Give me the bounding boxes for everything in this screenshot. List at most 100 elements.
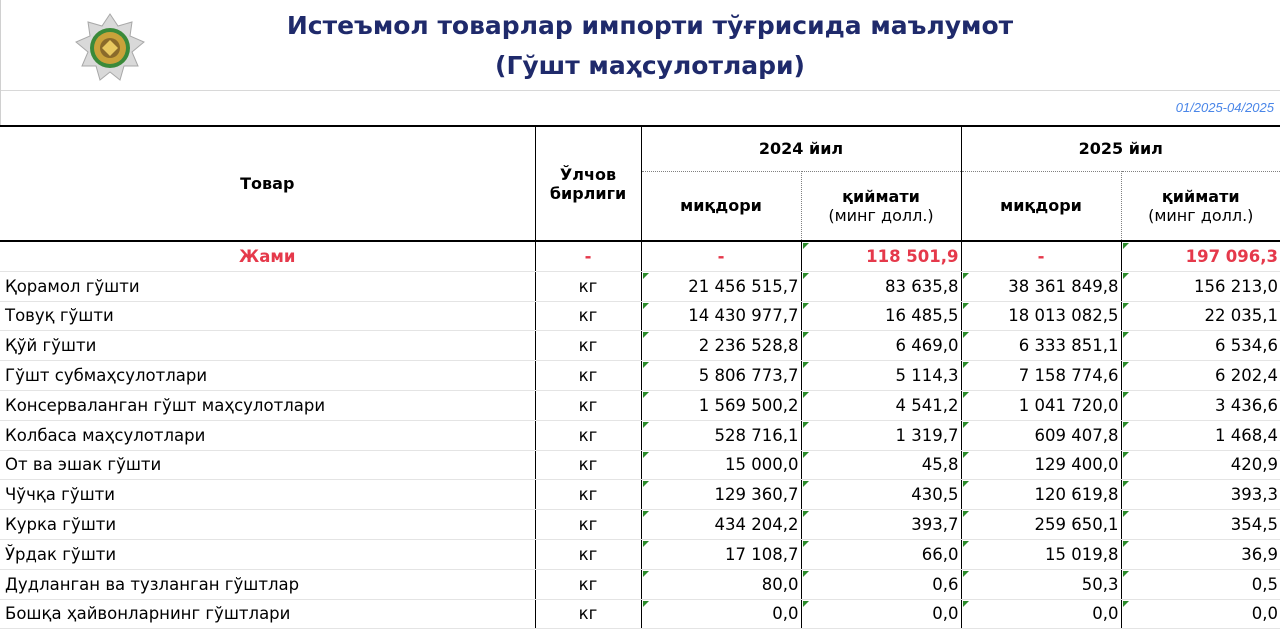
total-v2024: 118 501,9 xyxy=(801,241,961,271)
row-qty-2024: 1 569 500,2 xyxy=(641,390,801,420)
row-qty-2024: 14 430 977,7 xyxy=(641,301,801,331)
row-value-2024: 430,5 xyxy=(801,480,961,510)
page-subtitle: (Гўшт маҳсулотлари) xyxy=(200,51,1100,80)
total-q2025: - xyxy=(961,241,1121,271)
row-unit: кг xyxy=(535,361,641,391)
row-qty-2025: 0,0 xyxy=(961,599,1121,629)
header-unit: Ўлчов бирлиги xyxy=(535,126,641,241)
row-value-2024: 5 114,3 xyxy=(801,361,961,391)
header-value-2024: қиймати (минг долл.) xyxy=(801,171,961,241)
row-value-2025: 22 035,1 xyxy=(1121,301,1280,331)
row-value-2025: 420,9 xyxy=(1121,450,1280,480)
row-unit: кг xyxy=(535,301,641,331)
header-unit-line1: Ўлчов xyxy=(536,165,641,184)
row-qty-2024: 2 236 528,8 xyxy=(641,331,801,361)
row-unit: кг xyxy=(535,480,641,510)
row-qty-2025: 38 361 849,8 xyxy=(961,271,1121,301)
page-title: Истеъмол товарлар импорти тўғрисида маъл… xyxy=(200,11,1100,40)
row-qty-2025: 6 333 851,1 xyxy=(961,331,1121,361)
total-row: Жами - - 118 501,9 - 197 096,3 xyxy=(0,241,1280,271)
row-qty-2024: 0,0 xyxy=(641,599,801,629)
row-name: Товуқ гўшти xyxy=(0,301,535,331)
row-value-2025: 0,5 xyxy=(1121,569,1280,599)
row-qty-2024: 80,0 xyxy=(641,569,801,599)
row-value-2024: 393,7 xyxy=(801,510,961,540)
row-unit: кг xyxy=(535,331,641,361)
row-unit: кг xyxy=(535,510,641,540)
row-name: Қорамол гўшти xyxy=(0,271,535,301)
row-value-2024: 66,0 xyxy=(801,539,961,569)
period-label: 01/2025-04/2025 xyxy=(1176,100,1274,115)
row-qty-2025: 50,3 xyxy=(961,569,1121,599)
row-name: Гўшт субмаҳсулотлари xyxy=(0,361,535,391)
row-name: Дудланган ва тузланган гўштлар xyxy=(0,569,535,599)
row-value-2024: 45,8 xyxy=(801,450,961,480)
row-qty-2025: 18 013 082,5 xyxy=(961,301,1121,331)
row-unit: кг xyxy=(535,599,641,629)
row-value-2025: 393,3 xyxy=(1121,480,1280,510)
row-value-2025: 354,5 xyxy=(1121,510,1280,540)
row-unit: кг xyxy=(535,539,641,569)
row-value-2024: 4 541,2 xyxy=(801,390,961,420)
row-qty-2024: 15 000,0 xyxy=(641,450,801,480)
row-qty-2025: 15 019,8 xyxy=(961,539,1121,569)
header-year-2024: 2024 йил xyxy=(641,126,961,171)
total-name: Жами xyxy=(0,241,535,271)
header-product: Товар xyxy=(0,126,535,241)
row-qty-2024: 528 716,1 xyxy=(641,420,801,450)
emblem-logo-icon xyxy=(74,12,146,88)
row-qty-2025: 259 650,1 xyxy=(961,510,1121,540)
row-value-2025: 1 468,4 xyxy=(1121,420,1280,450)
row-unit: кг xyxy=(535,390,641,420)
row-value-2025: 36,9 xyxy=(1121,539,1280,569)
row-name: Ўрдак гўшти xyxy=(0,539,535,569)
header-value-2025: қиймати (минг долл.) xyxy=(1121,171,1280,241)
row-qty-2024: 5 806 773,7 xyxy=(641,361,801,391)
row-qty-2025: 7 158 774,6 xyxy=(961,361,1121,391)
row-unit: кг xyxy=(535,569,641,599)
total-q2024: - xyxy=(641,241,801,271)
row-value-2024: 0,6 xyxy=(801,569,961,599)
row-value-2024: 1 319,7 xyxy=(801,420,961,450)
row-name: Курка гўшти xyxy=(0,510,535,540)
row-name: Бошқа ҳайвонларнинг гўштлари xyxy=(0,599,535,629)
row-name: От ва эшак гўшти xyxy=(0,450,535,480)
row-name: Чўчқа гўшти xyxy=(0,480,535,510)
row-unit: кг xyxy=(535,271,641,301)
report-header: Истеъмол товарлар импорти тўғрисида маъл… xyxy=(0,0,1280,91)
header-year-2025: 2025 йил xyxy=(961,126,1280,171)
header-value-2025-line2: (минг долл.) xyxy=(1122,206,1280,225)
header-value-2024-line1: қиймати xyxy=(802,187,961,206)
row-value-2024: 16 485,5 xyxy=(801,301,961,331)
row-value-2025: 6 534,6 xyxy=(1121,331,1280,361)
left-divider xyxy=(0,0,1,126)
row-qty-2024: 17 108,7 xyxy=(641,539,801,569)
row-qty-2024: 129 360,7 xyxy=(641,480,801,510)
row-value-2025: 156 213,0 xyxy=(1121,271,1280,301)
row-qty-2025: 609 407,8 xyxy=(961,420,1121,450)
header-qty-2024: миқдори xyxy=(641,171,801,241)
row-unit: кг xyxy=(535,450,641,480)
total-unit: - xyxy=(535,241,641,271)
row-name: Консерваланган гўшт маҳсулотлари xyxy=(0,390,535,420)
meat-import-table: Товар Ўлчов бирлиги 2024 йил 2025 йил ми… xyxy=(0,125,1280,629)
row-value-2024: 83 635,8 xyxy=(801,271,961,301)
row-name: Колбаса маҳсулотлари xyxy=(0,420,535,450)
header-value-2025-line1: қиймати xyxy=(1122,187,1280,206)
row-value-2024: 6 469,0 xyxy=(801,331,961,361)
header-value-2024-line2: (минг долл.) xyxy=(802,206,961,225)
row-value-2025: 3 436,6 xyxy=(1121,390,1280,420)
row-qty-2024: 21 456 515,7 xyxy=(641,271,801,301)
row-qty-2025: 120 619,8 xyxy=(961,480,1121,510)
